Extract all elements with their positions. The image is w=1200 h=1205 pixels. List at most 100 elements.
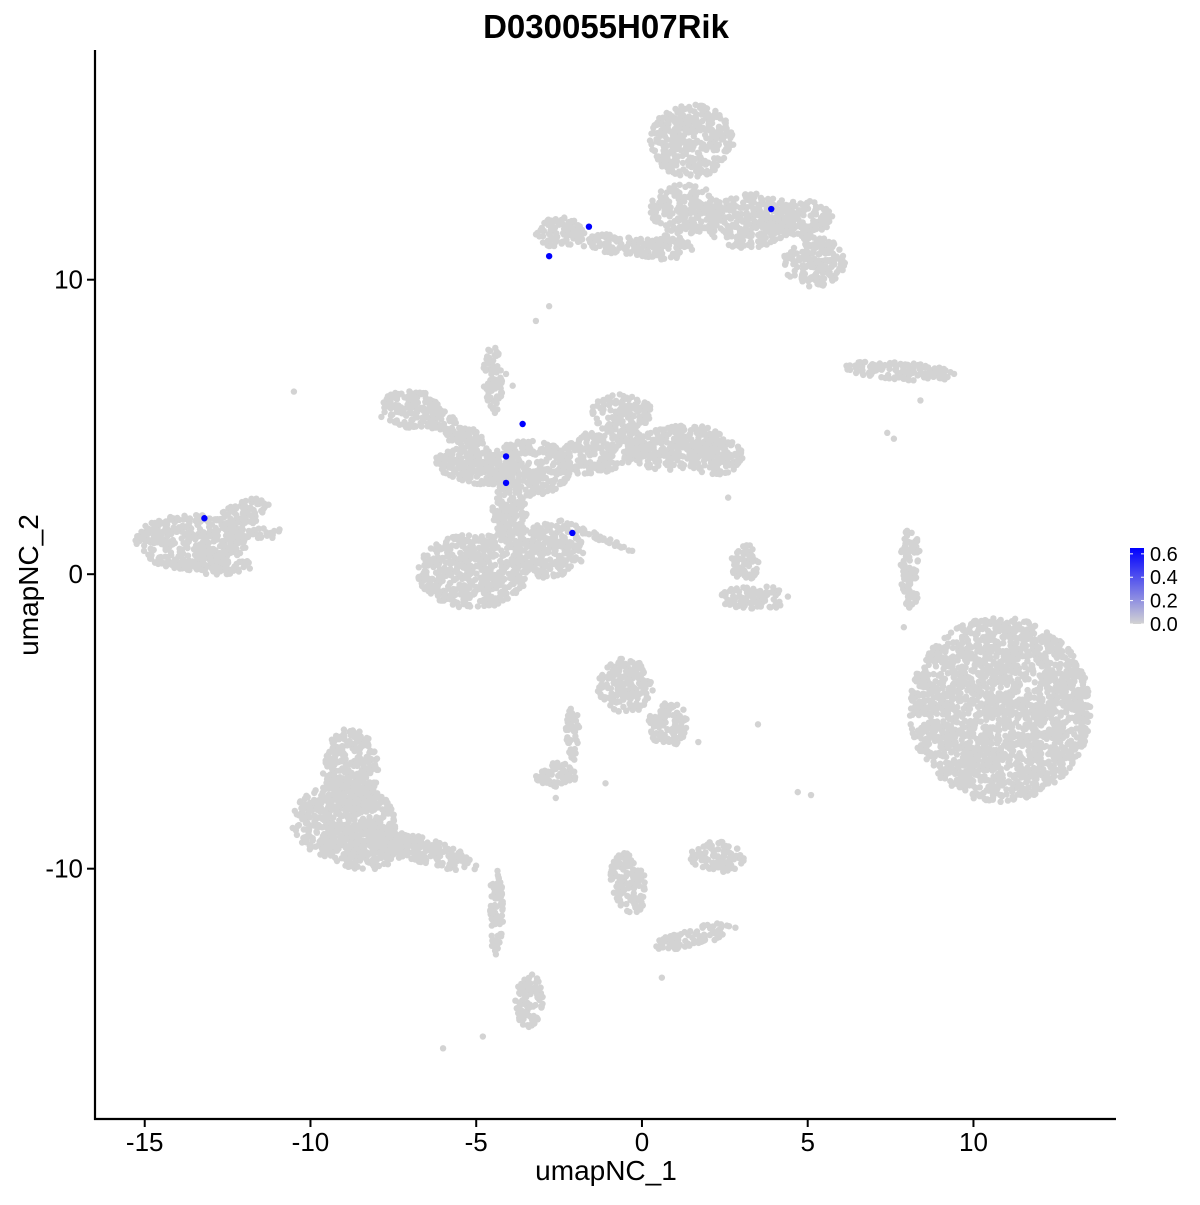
cell-point xyxy=(909,545,916,553)
cell-point xyxy=(794,212,801,219)
cell-point xyxy=(630,413,637,420)
cell-point xyxy=(921,372,928,379)
cell-point xyxy=(252,517,260,524)
cell-point xyxy=(674,229,681,237)
cell-point xyxy=(506,529,513,536)
cell-point xyxy=(195,555,202,562)
cell-point xyxy=(574,526,581,533)
cell-point xyxy=(138,528,145,535)
cell-point xyxy=(542,546,549,554)
cell-point xyxy=(213,536,221,543)
cell-point xyxy=(505,488,512,496)
cell-point xyxy=(790,261,797,268)
cell-point xyxy=(193,512,200,519)
cell-point xyxy=(446,414,454,421)
cell-point xyxy=(250,506,257,514)
cell-point xyxy=(713,135,720,142)
cell-point xyxy=(859,370,866,377)
cell-point xyxy=(579,525,587,532)
cell-point xyxy=(742,574,750,581)
cell-point xyxy=(516,578,524,586)
cell-point xyxy=(688,456,695,463)
cell-point xyxy=(631,403,638,411)
cell-point xyxy=(734,210,741,217)
cell-point xyxy=(594,419,601,427)
cell-point xyxy=(461,555,469,562)
cell-point xyxy=(617,414,624,421)
cell-point xyxy=(641,251,649,258)
cell-point xyxy=(733,239,740,247)
cell-point xyxy=(692,101,699,109)
cell-point xyxy=(647,242,654,249)
cell-point xyxy=(758,216,765,223)
cell-point xyxy=(806,283,813,290)
cell-point xyxy=(682,183,689,191)
cell-point xyxy=(672,427,680,435)
cell-point xyxy=(816,235,823,242)
cell-point xyxy=(694,428,701,435)
cell-point xyxy=(427,590,435,597)
cell-point xyxy=(580,243,588,250)
cell-point xyxy=(575,442,583,449)
cell-point xyxy=(694,214,702,222)
cell-point xyxy=(451,554,458,561)
cell-point xyxy=(683,119,690,126)
cell-point xyxy=(707,135,714,142)
cell-point xyxy=(566,450,573,457)
cell-point xyxy=(664,155,671,162)
cell-point xyxy=(805,241,813,248)
cell-point xyxy=(696,438,703,446)
cell-point xyxy=(630,426,637,433)
cell-point xyxy=(533,459,541,466)
cell-point xyxy=(895,374,903,381)
cell-point xyxy=(514,486,521,494)
cell-point xyxy=(611,416,618,423)
cell-point xyxy=(478,581,486,588)
cell-point xyxy=(500,551,507,558)
cell-point xyxy=(162,546,169,554)
cell-point xyxy=(416,389,423,396)
cell-point xyxy=(823,223,830,231)
cell-point xyxy=(930,373,937,380)
cell-point xyxy=(729,204,736,212)
cell-point xyxy=(827,272,834,279)
cell-point xyxy=(866,372,874,379)
cell-point xyxy=(775,587,783,594)
cell-point xyxy=(441,564,448,572)
cell-point xyxy=(675,208,682,215)
cell-point xyxy=(193,518,200,525)
cell-point xyxy=(733,218,740,226)
cell-point xyxy=(541,520,549,528)
cell-point xyxy=(906,587,913,594)
cell-point xyxy=(452,586,459,593)
cell-point xyxy=(746,232,753,240)
cell-point xyxy=(522,512,529,520)
cell-point xyxy=(687,243,694,250)
cell-point xyxy=(906,579,913,586)
cell-point xyxy=(613,248,620,255)
cell-point xyxy=(438,465,446,473)
cell-point xyxy=(479,539,486,546)
cell-point xyxy=(696,228,703,235)
cell-point xyxy=(523,539,530,546)
cell-point xyxy=(736,457,744,464)
cell-point xyxy=(460,471,468,478)
cell-point xyxy=(477,480,484,488)
cell-point xyxy=(461,582,468,589)
cell-point xyxy=(516,540,524,547)
cell-point xyxy=(176,545,183,552)
cell-point xyxy=(166,516,174,523)
cell-point xyxy=(950,370,958,378)
cell-point xyxy=(400,421,407,428)
cell-point xyxy=(766,214,773,221)
cell-point xyxy=(625,234,633,241)
cell-point xyxy=(755,558,762,566)
cell-point xyxy=(488,465,495,472)
cell-point xyxy=(790,244,798,252)
cell-point xyxy=(740,543,747,550)
cell-point xyxy=(221,560,228,567)
cell-point xyxy=(764,195,772,203)
cell-point xyxy=(487,561,494,569)
cell-point xyxy=(766,603,773,611)
